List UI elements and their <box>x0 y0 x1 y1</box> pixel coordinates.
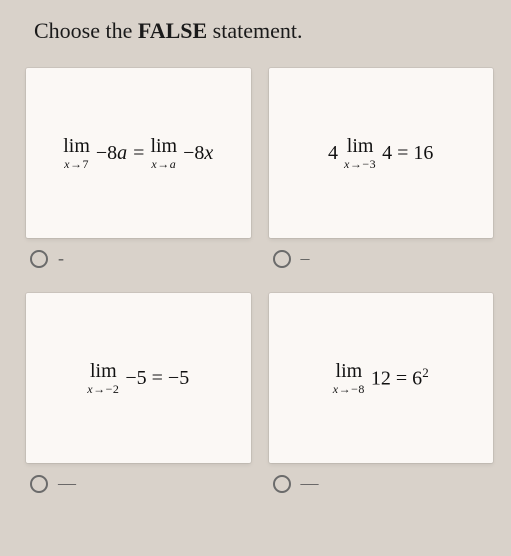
equals: = <box>133 142 144 165</box>
option-c: lim x→−2 −5 = −5 — <box>26 293 251 500</box>
option-c-math: lim x→−2 −5 = −5 <box>87 361 189 395</box>
option-a-card[interactable]: lim x→7 −8a = lim x→a −8x <box>26 68 251 238</box>
expr: −8a <box>96 142 127 165</box>
option-a: lim x→7 −8a = lim x→a −8x - <box>26 68 251 275</box>
lim-sub: x→7 <box>64 158 89 170</box>
question-prompt: Choose the FALSE statement. <box>0 0 511 68</box>
lim-sub: x→−2 <box>87 383 119 395</box>
option-a-radio-row[interactable]: - <box>26 238 251 275</box>
option-d-math: lim x→−8 12 = 62 <box>333 361 429 395</box>
lim-word: lim <box>150 136 177 156</box>
expr: −5 = −5 <box>125 367 189 390</box>
radio-icon[interactable] <box>273 475 291 493</box>
option-b-radio-row[interactable]: – <box>269 238 494 275</box>
radio-label: - <box>58 248 64 269</box>
lim-word: lim <box>336 361 363 381</box>
option-a-math: lim x→7 −8a = lim x→a −8x <box>63 136 213 170</box>
radio-label: – <box>301 248 310 269</box>
lim-sub: x→−3 <box>344 158 376 170</box>
lim-word: lim <box>63 136 90 156</box>
lim-block: lim x→7 <box>63 136 90 170</box>
options-grid: lim x→7 −8a = lim x→a −8x - 4 <box>0 68 511 510</box>
lim-sub: x→a <box>151 158 176 170</box>
option-c-card[interactable]: lim x→−2 −5 = −5 <box>26 293 251 463</box>
prompt-pre: Choose the <box>34 18 138 43</box>
lim-word: lim <box>90 361 117 381</box>
option-b-math: 4 lim x→−3 4 = 16 <box>328 136 433 170</box>
radio-icon[interactable] <box>273 250 291 268</box>
option-c-radio-row[interactable]: — <box>26 463 251 500</box>
option-b-card[interactable]: 4 lim x→−3 4 = 16 <box>269 68 494 238</box>
prompt-post: statement. <box>207 18 302 43</box>
prompt-bold: FALSE <box>138 18 207 43</box>
lim-sub: x→−8 <box>333 383 365 395</box>
option-d: lim x→−8 12 = 62 — <box>269 293 494 500</box>
radio-label: — <box>58 473 76 494</box>
coef: 4 <box>328 142 338 165</box>
expr: 12 = 62 <box>371 365 429 391</box>
radio-icon[interactable] <box>30 250 48 268</box>
lim-word: lim <box>347 136 374 156</box>
lim-block: lim x→−8 <box>333 361 365 395</box>
option-d-card[interactable]: lim x→−8 12 = 62 <box>269 293 494 463</box>
option-b: 4 lim x→−3 4 = 16 – <box>269 68 494 275</box>
expr: 4 = 16 <box>382 142 433 165</box>
lim-block: lim x→a <box>150 136 177 170</box>
lim-block: lim x→−3 <box>344 136 376 170</box>
radio-icon[interactable] <box>30 475 48 493</box>
expr: −8x <box>183 142 213 165</box>
option-d-radio-row[interactable]: — <box>269 463 494 500</box>
radio-label: — <box>301 473 319 494</box>
lim-block: lim x→−2 <box>87 361 119 395</box>
